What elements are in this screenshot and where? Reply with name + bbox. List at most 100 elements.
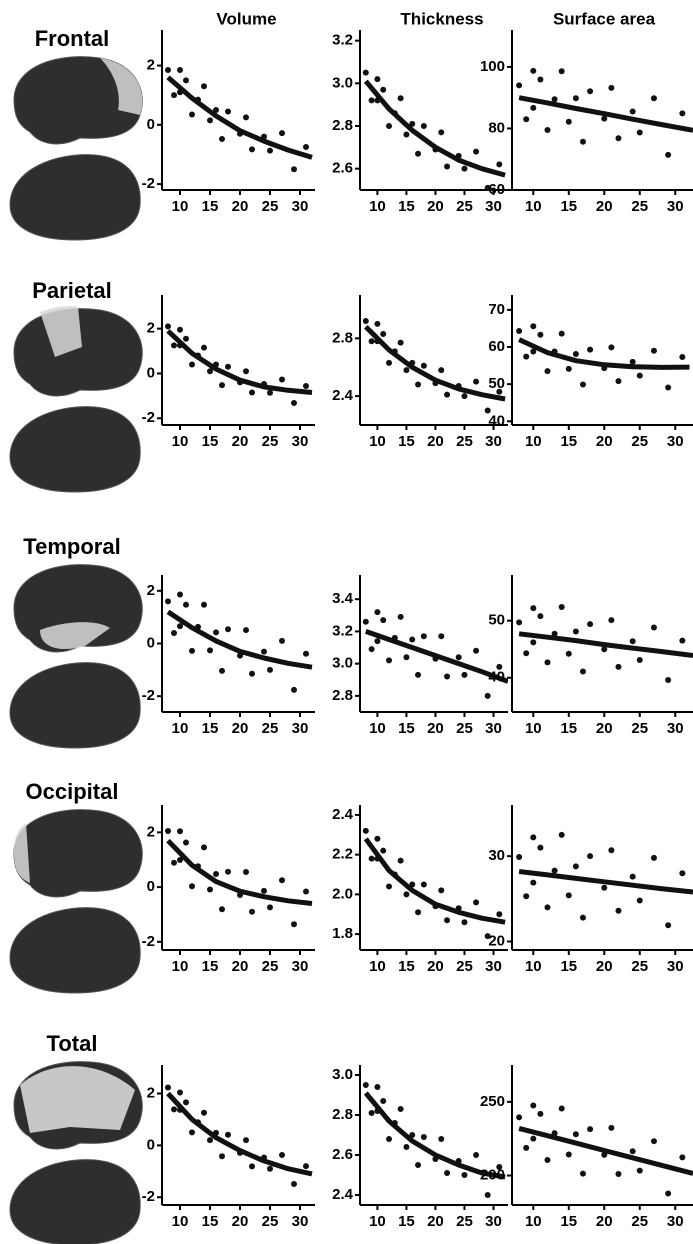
data-point: [380, 331, 387, 337]
x-tick-label: 30: [667, 958, 684, 975]
data-point: [650, 1138, 657, 1145]
data-point: [530, 348, 537, 355]
data-point: [243, 869, 249, 876]
y-tick-label: 2.0: [332, 885, 353, 902]
y-tick-label: 1.8: [332, 925, 353, 942]
data-point: [629, 1148, 636, 1155]
y-tick-label: 40: [488, 669, 505, 686]
data-point: [189, 361, 195, 368]
x-tick-label: 25: [631, 198, 648, 215]
x-tick-label: 10: [172, 198, 189, 215]
brain-medial: [9, 154, 141, 241]
data-point: [415, 671, 422, 678]
data-point: [362, 618, 369, 625]
data-point: [397, 95, 404, 102]
data-point: [219, 136, 225, 143]
x-tick-label: 25: [456, 958, 473, 975]
data-point: [397, 613, 404, 620]
data-point: [523, 893, 530, 900]
data-point: [374, 1084, 381, 1090]
data-point: [579, 668, 586, 675]
y-tick-label: 60: [488, 338, 505, 355]
data-point: [177, 591, 183, 598]
data-point: [219, 1153, 225, 1160]
data-point: [473, 1152, 480, 1158]
data-point: [165, 598, 171, 605]
scatter-panel: -2 0 2 10 15 20 25 30: [142, 575, 315, 737]
brain-region: [40, 306, 82, 357]
data-point: [368, 646, 375, 653]
data-point: [279, 637, 285, 644]
data-point: [473, 899, 480, 906]
y-tick-label: 50: [488, 612, 505, 629]
data-point: [444, 391, 451, 398]
data-point: [444, 673, 451, 680]
x-tick-label: 20: [232, 958, 249, 975]
data-point: [303, 888, 309, 895]
data-point: [530, 639, 537, 646]
fit-line: [518, 631, 693, 658]
data-point: [530, 879, 537, 886]
scatter-panel: -2 0 2 10 15 20 25 30: [142, 30, 315, 215]
data-point: [420, 362, 427, 369]
data-point: [565, 1151, 572, 1158]
y-tick-label: 0: [147, 364, 155, 381]
x-tick-label: 10: [525, 198, 542, 215]
data-point: [386, 883, 393, 890]
x-tick-label: 10: [369, 720, 386, 737]
x-tick-label: 30: [485, 958, 502, 975]
data-point: [201, 83, 207, 90]
data-point: [249, 146, 255, 153]
data-point: [415, 909, 422, 916]
data-point: [415, 150, 422, 157]
data-point: [189, 883, 195, 890]
data-point: [225, 868, 231, 875]
data-point: [544, 127, 551, 133]
row-title: Frontal: [35, 26, 110, 51]
data-point: [207, 1137, 213, 1144]
x-tick-label: 10: [172, 1213, 189, 1230]
data-point: [496, 911, 503, 918]
data-point: [579, 381, 586, 388]
x-tick-label: 20: [427, 720, 444, 737]
brain-region: [20, 1066, 135, 1133]
fit-line: [518, 95, 693, 133]
column-title: Surface area: [553, 9, 656, 28]
data-point: [601, 646, 608, 653]
scatter-panel: 200 250 10 15 20 25 30: [480, 1065, 693, 1230]
data-point: [461, 393, 468, 400]
y-tick-label: 2.8: [332, 117, 353, 134]
data-point: [374, 638, 381, 645]
data-point: [213, 629, 219, 636]
fit-line: [166, 838, 313, 906]
data-point: [279, 1151, 285, 1158]
data-point: [544, 368, 551, 375]
data-point: [530, 605, 537, 612]
x-tick-label: 10: [369, 433, 386, 450]
data-point: [484, 692, 491, 699]
y-tick-label: 20: [488, 932, 505, 949]
y-tick-label: 2.4: [332, 806, 354, 823]
data-point: [558, 1105, 565, 1112]
data-point: [368, 1110, 375, 1116]
x-tick-label: 20: [232, 720, 249, 737]
data-point: [629, 108, 636, 115]
y-tick-label: 2.8: [332, 1106, 353, 1123]
data-point: [629, 358, 636, 365]
data-point: [615, 663, 622, 670]
scatter-panel: 2.6 2.8 3.0 3.2 10 15 20 25 30: [332, 30, 508, 215]
data-point: [461, 671, 468, 678]
x-tick-label: 15: [202, 198, 219, 215]
data-point: [587, 346, 594, 353]
data-point: [261, 648, 267, 655]
x-tick-label: 30: [292, 958, 309, 975]
y-tick-label: 200: [480, 1166, 505, 1183]
scatter-panel: 40 50 10 15 20 25 30: [488, 575, 693, 737]
data-point: [579, 138, 586, 145]
x-tick-label: 10: [369, 1213, 386, 1230]
x-tick-label: 20: [596, 720, 613, 737]
data-point: [177, 67, 183, 73]
data-point: [177, 856, 183, 863]
x-tick-label: 20: [427, 1213, 444, 1230]
